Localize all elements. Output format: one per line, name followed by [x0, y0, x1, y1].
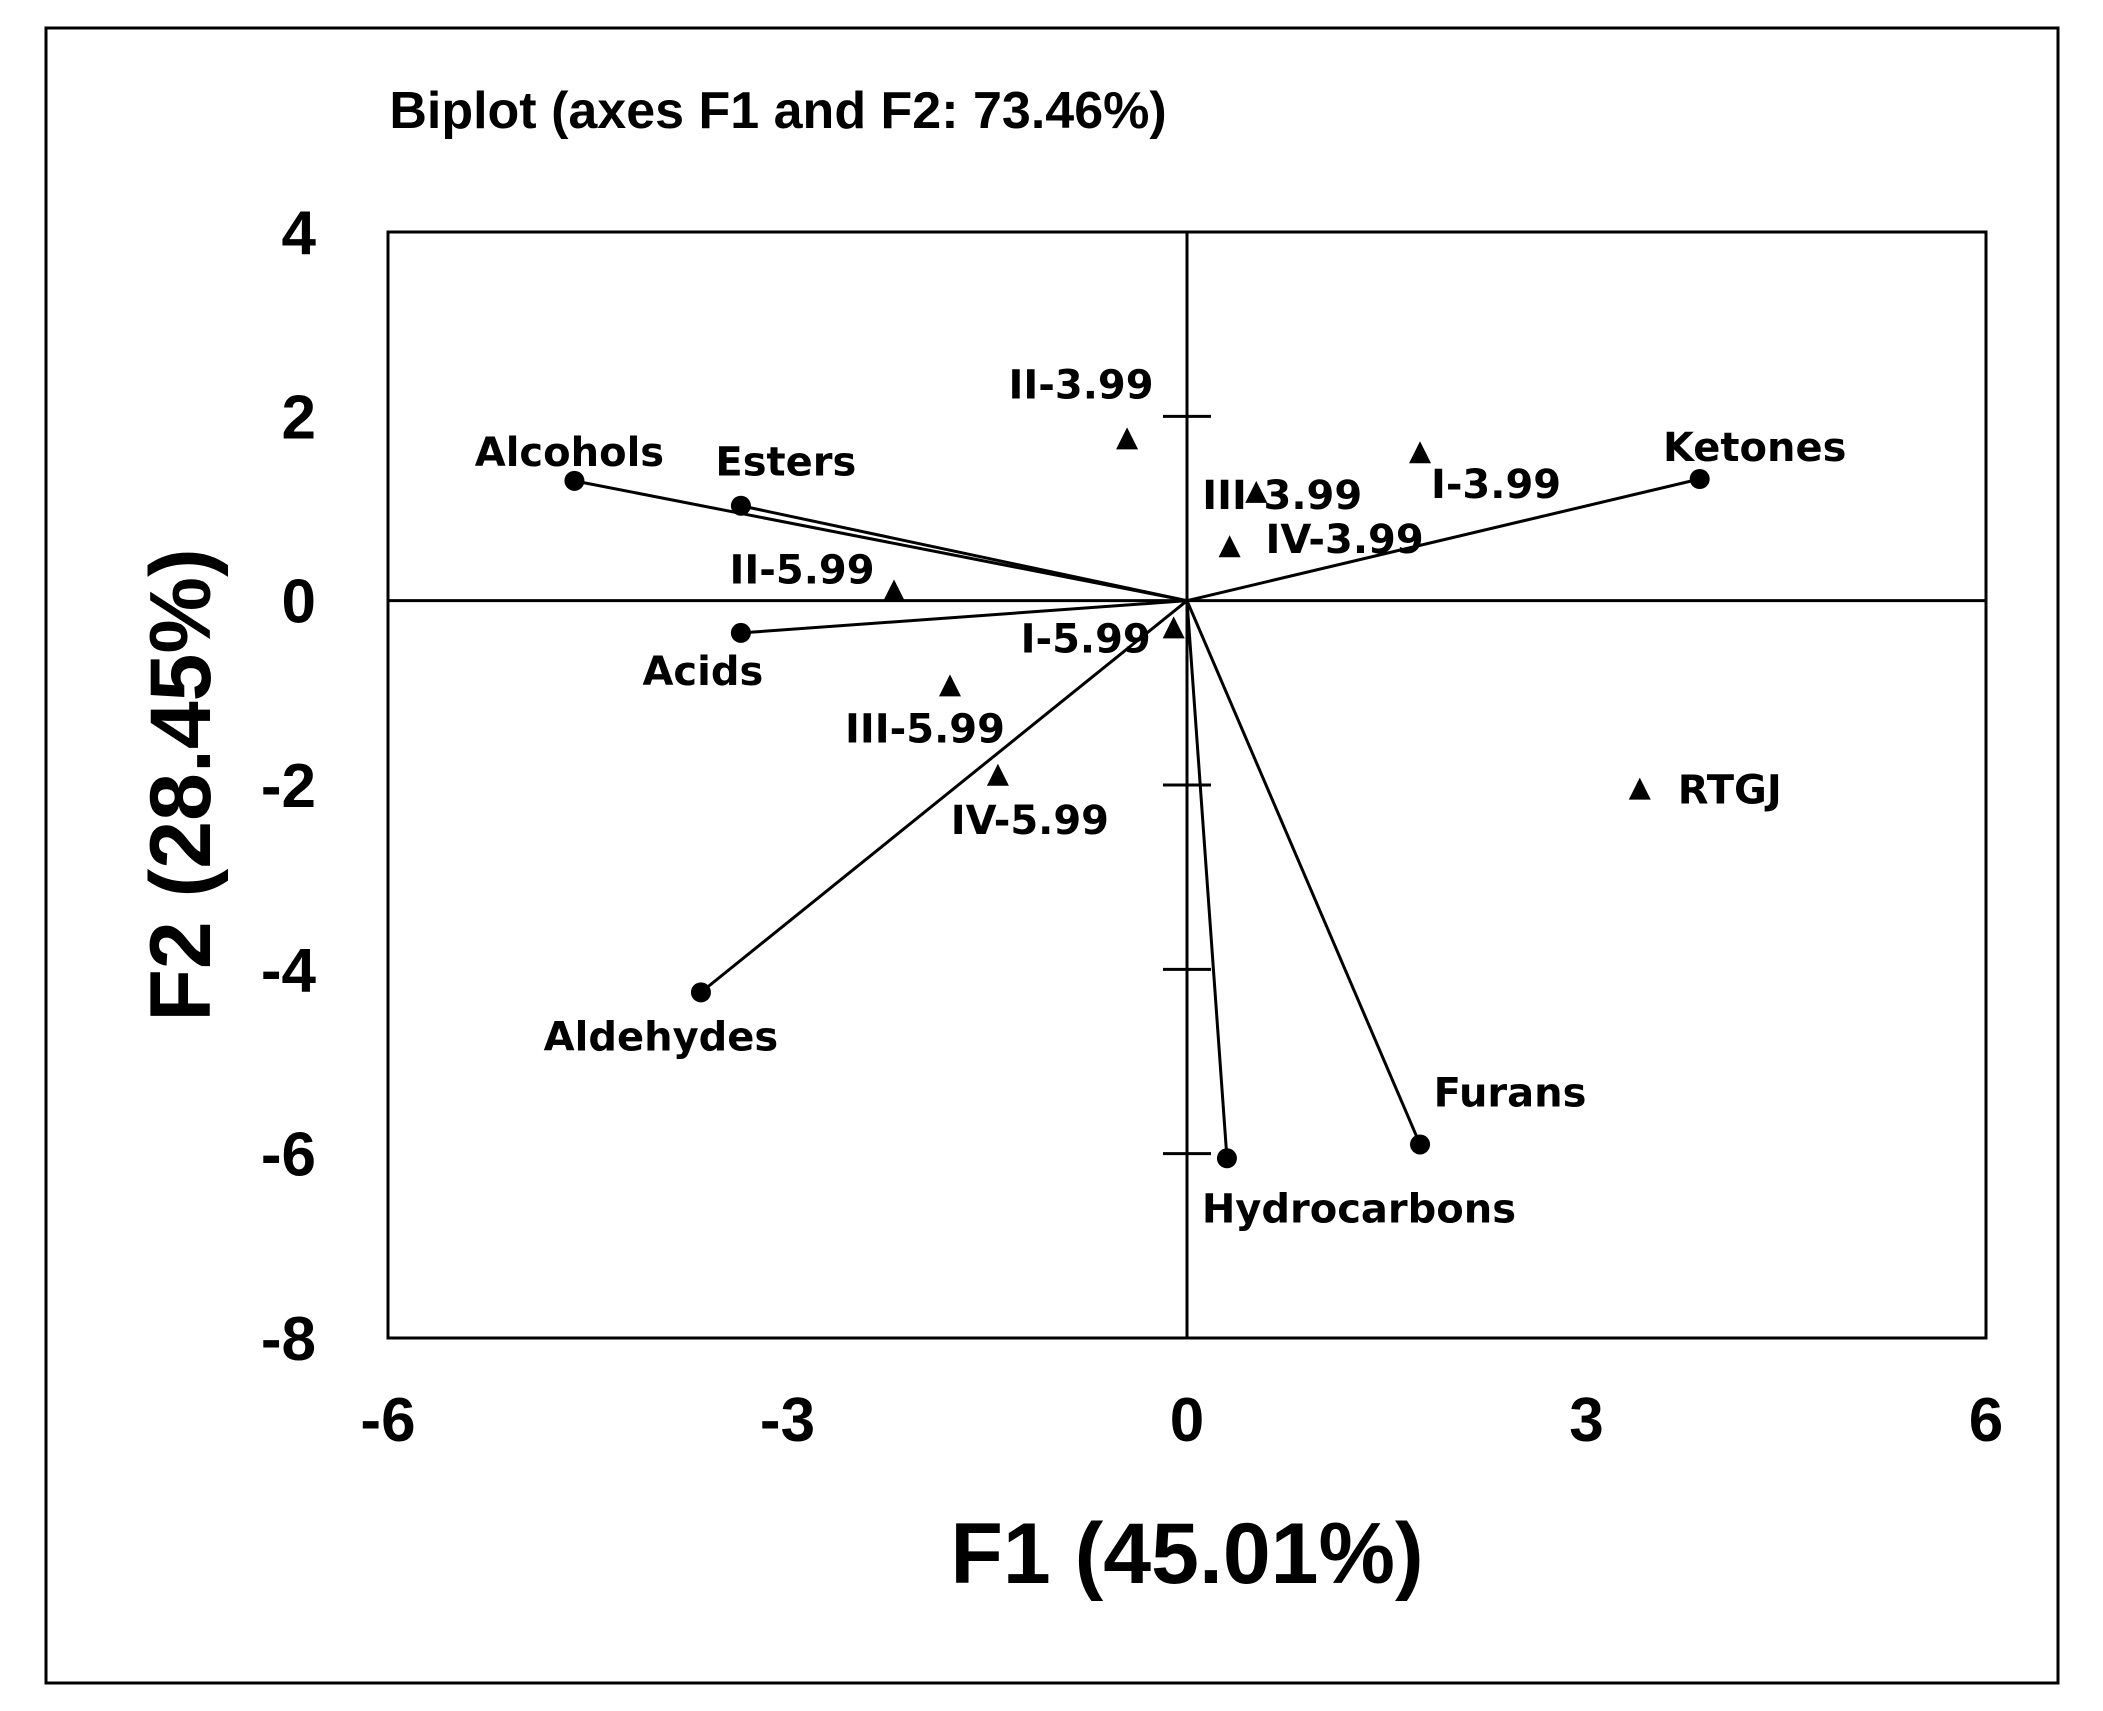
point-iv-5-99 [986, 763, 1009, 786]
vector-hydrocarbons [1185, 600, 1229, 1159]
point-esters [730, 495, 751, 516]
x-axis-label: F1 (45.01%) [950, 1506, 1423, 1602]
y-tick-label: -8 [261, 1305, 316, 1374]
point-label-hydrocarbons: Hydrocarbons [1202, 1186, 1516, 1232]
point-alcohols [564, 470, 585, 491]
point-labels-layer: Alcohols Esters Acids Aldehydes Ketones Furan… [475, 362, 1847, 1232]
point-label-ii-3-99: II-3.99 [1009, 362, 1154, 408]
vector-aldehydes [700, 599, 1188, 994]
point-label-aldehydes: Aldehydes [544, 1014, 779, 1060]
chart-title: Biplot (axes F1 and F2: 73.46%) [389, 82, 1166, 140]
point-label-rtgj: RTGJ [1678, 768, 1782, 814]
vector-esters [740, 504, 1188, 603]
point-label-ii-5-99: II-5.99 [730, 547, 875, 593]
y-tick-label: -2 [261, 752, 316, 821]
vectors-layer [574, 477, 1701, 1159]
point-label-ketones: Ketones [1663, 425, 1846, 471]
point-i-3-99 [1409, 441, 1432, 464]
point-label-iv-3-99: IV-3.99 [1265, 517, 1423, 563]
x-tick-label: -6 [360, 1386, 415, 1455]
markers-layer [564, 427, 1710, 1169]
point-iii-5-99 [938, 674, 961, 697]
point-rtgj [1628, 777, 1651, 800]
point-ii-5-99 [883, 579, 906, 602]
point-label-furans: Furans [1434, 1070, 1587, 1116]
point-iv-3-99 [1218, 535, 1241, 558]
point-label-esters: Esters [715, 440, 856, 486]
y-tick-label: -4 [261, 936, 317, 1005]
y-tick-label: 0 [282, 568, 316, 637]
point-acids [730, 622, 751, 643]
x-tick-label: -3 [760, 1386, 815, 1455]
x-tick-label: 3 [1569, 1386, 1603, 1455]
x-tick-label: 6 [1969, 1386, 2003, 1455]
axes-layer: -6 -3 0 3 6 4 2 0 -2 -4 -6 -8 [261, 199, 2003, 1455]
y-tick-label: -6 [261, 1121, 316, 1190]
point-hydrocarbons [1216, 1148, 1237, 1169]
point-i-5-99 [1162, 616, 1185, 639]
point-furans [1410, 1134, 1431, 1155]
vector-acids [740, 599, 1188, 635]
point-label-acids: Acids [642, 649, 763, 695]
vector-ketones [1186, 477, 1701, 603]
vector-alcohols [574, 479, 1188, 603]
y-tick-label: 2 [282, 383, 316, 452]
x-tick-label: 0 [1170, 1386, 1204, 1455]
point-label-i-3-99: I-3.99 [1431, 462, 1561, 508]
vector-furans [1185, 600, 1422, 1146]
point-ii-3-99 [1116, 427, 1139, 450]
point-iii-3-99 [1245, 480, 1268, 503]
point-label-alcohols: Alcohols [475, 430, 664, 476]
point-label-i-5-99: I-5.99 [1021, 616, 1151, 662]
point-label-iv-5-99: IV-5.99 [951, 798, 1109, 844]
y-axis-label: F2 (28.45%) [133, 548, 229, 1021]
y-tick-label: 4 [282, 199, 317, 268]
point-label-iii-5-99: III-5.99 [845, 706, 1005, 752]
point-ketones [1689, 469, 1710, 490]
figure-border [44, 26, 2060, 1685]
point-aldehydes [690, 982, 711, 1003]
point-label-iii-3-99: III-3.99 [1202, 473, 1362, 519]
